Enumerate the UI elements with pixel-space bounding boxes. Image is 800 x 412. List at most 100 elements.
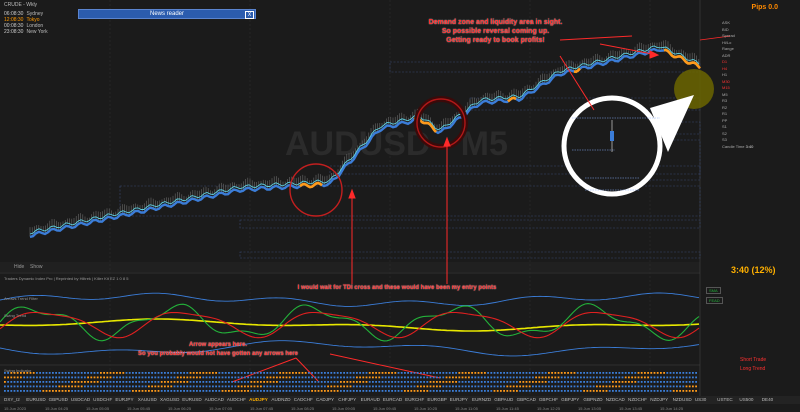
symbol-tab-eurnzd[interactable]: EURNZD [472, 397, 492, 402]
tdi-upper-band [0, 292, 700, 307]
symbol-tab-us30[interactable]: US30 [694, 397, 707, 402]
close-icon[interactable]: X [245, 11, 254, 19]
side-row-s3: S3 [722, 137, 727, 142]
fast-moving-average [29, 45, 700, 235]
time-axis-label: 15 Jun 12:25 [537, 406, 561, 411]
symbol-tab-cadjpy[interactable]: CADJPY [316, 397, 335, 402]
side-row-adr: ADR [722, 52, 731, 58]
time-axis-label: 15 Jun 13:05 [578, 406, 602, 411]
side-row-spread: Spread [722, 33, 735, 38]
side-row-d1: D1 [722, 59, 728, 64]
symbol-tab-eurjpy[interactable]: EURJPY [115, 397, 134, 402]
symbol-tab-usdchf[interactable]: USDCHF [93, 397, 113, 402]
side-row-candle-time: Candle Time 3:40 [722, 143, 754, 149]
time-axis-label: 15 Jun 14:25 [660, 406, 684, 411]
symbol-tab-gbpaud[interactable]: GBPAUD [494, 397, 514, 402]
tdi-header: Traders Dynamic Index Pro | Reprinted by… [4, 276, 129, 281]
time-axis-label: 15 Jun 06:25 [168, 406, 192, 411]
symbol-tab-gbpnzd[interactable]: GBPNZD [583, 397, 603, 402]
symbol-tab-eurusd[interactable]: EURUSD [26, 397, 46, 402]
symbol-tab-audjpy[interactable]: AUDJPY [249, 397, 268, 402]
time-axis-label: 15 Jun 10:25 [414, 406, 438, 411]
side-row-r2: R2 [722, 104, 728, 110]
symbol-tab-de40[interactable]: DE40 [761, 397, 774, 402]
time-axis-label: 15 Jun 07:05 [209, 406, 233, 411]
side-row-s2: S2 [722, 130, 727, 136]
highlight-circle-entry-1 [289, 163, 343, 217]
time-axis-label: 15 Jun 05:45 [127, 406, 151, 411]
symbol-tab-nzdjpy[interactable]: NZDJPY [650, 397, 669, 402]
symbol-tab-eurjpy[interactable]: EURJPY [449, 397, 468, 402]
side-row-s1: S1 [722, 124, 727, 129]
side-row-range: Range [722, 46, 734, 51]
symbol-tab-nzdchf[interactable]: NZDCHF [628, 397, 647, 402]
side-row-m30: M30 [722, 78, 730, 84]
session-clock-new-york: 23:08:30 New York [4, 29, 48, 35]
symbol-tab-chfjpy[interactable]: CHFJPY [338, 397, 357, 402]
sma-legend: SMA [706, 287, 721, 294]
side-row-r1: R1 [722, 111, 728, 116]
side-row-hi-lo: Hi/Lo [722, 39, 732, 45]
symbol-tab-us500[interactable]: US500 [739, 397, 754, 402]
symbol-bar [0, 396, 800, 404]
slow-moving-average [29, 47, 700, 239]
time-axis-label: 15 Jun 08:25 [291, 406, 315, 411]
pips-counter: Pips 0.0 [751, 4, 778, 11]
demand-zone-note: Demand zone and liquidity area in sight.… [428, 19, 563, 44]
time-axis-label: 15 Jun 05:05 [86, 406, 110, 411]
symbol-tab-usdcad[interactable]: USDCAD [70, 397, 91, 402]
tdi-rsi-line [0, 303, 700, 342]
time-axis-label: 15 Jun 09:45 [373, 406, 397, 411]
symbol-tab-eurchf[interactable]: EURCHF [405, 397, 425, 402]
session-clock-sydney: 06:08:30 Sydney [4, 11, 44, 17]
tdi-signal-line [0, 311, 700, 339]
symbol-tab-eurgbp[interactable]: EURGBP [427, 397, 447, 402]
symbol-tab-gbpjpy[interactable]: GBPJPY [561, 397, 580, 402]
time-axis-label: 15 Jun 07:45 [250, 406, 274, 411]
symbol-tab-audnzd[interactable]: AUDNZD [271, 397, 291, 402]
symbol-watermark: AUDUSD - M5 [285, 125, 508, 163]
side-row-h4: H4 [722, 65, 728, 71]
symbol-tab-audchf[interactable]: AUDCHF [226, 397, 246, 402]
session-clock-tokyo: 12:08:30 Tokyo [4, 17, 40, 23]
symbol-tab-gbpchf[interactable]: GBPCHF [538, 397, 558, 402]
swing-trend-label: Swing Trend [4, 313, 27, 318]
arrows-trend-label: Arrows Trend Filter [4, 296, 38, 301]
arrow-note: Arrow appears here. So you probably woul… [137, 342, 299, 357]
tdi-cross-note: I would wait for TDI cross and these wou… [297, 285, 497, 291]
symbol-tab-eurusd[interactable]: EURUSD [182, 397, 202, 402]
side-row-bid: BID [722, 26, 729, 32]
side-row-pp: PP [722, 117, 728, 123]
side-row-m5: M5 [722, 91, 728, 97]
symbol-tab-eurcad[interactable]: EURCAD [382, 397, 403, 402]
symbol-tab-audcad[interactable]: AUDCAD [204, 397, 224, 402]
symbol-tab-dxy_i2[interactable]: DXY_I2 [4, 397, 20, 402]
symbol-tab-gbpusd[interactable]: GBPUSD [48, 397, 68, 402]
symbol-tab-cadchf[interactable]: CADCHF [293, 397, 313, 402]
tab-show[interactable]: Show [30, 264, 43, 270]
symbol-tab-xauusd[interactable]: XAUUSD [137, 397, 157, 402]
news-reader-bar[interactable]: News reader X [78, 9, 256, 19]
long-trend-status: Long Trend [740, 366, 766, 372]
candle-timer: 3:40 (12%) [731, 265, 776, 275]
short-trade-status: Short Trade [740, 357, 767, 363]
tdi-lower-band [0, 340, 700, 357]
tdi-baseline [0, 318, 700, 332]
time-axis-label: 15 Jun 2023 [4, 406, 27, 411]
side-row-h1: H1 [722, 72, 728, 77]
swing-indicator-label: Swing Indicator [4, 368, 32, 373]
fead-legend: FEAD [706, 297, 723, 304]
tab-hide[interactable]: Hide [14, 264, 25, 270]
time-axis-label: 15 Jun 13:45 [619, 406, 643, 411]
symbol-tab-ustec[interactable]: USTEC [717, 397, 733, 402]
time-axis-label: 15 Jun 04:25 [45, 406, 69, 411]
symbol-tab-nzdcad[interactable]: NZDCAD [605, 397, 625, 402]
side-row-r3: R3 [722, 98, 728, 103]
symbol-tab-xagusd[interactable]: XAGUSD [160, 397, 180, 402]
time-axis-label: 15 Jun 09:05 [332, 406, 356, 411]
symbol-tab-gbpcad[interactable]: GBPCAD [516, 397, 536, 402]
symbol-tab-euraud[interactable]: EURAUD [360, 397, 380, 402]
symbol-tab-nzdusd[interactable]: NZDUSD [672, 397, 692, 402]
time-axis-label: 15 Jun 11:45 [496, 406, 519, 411]
